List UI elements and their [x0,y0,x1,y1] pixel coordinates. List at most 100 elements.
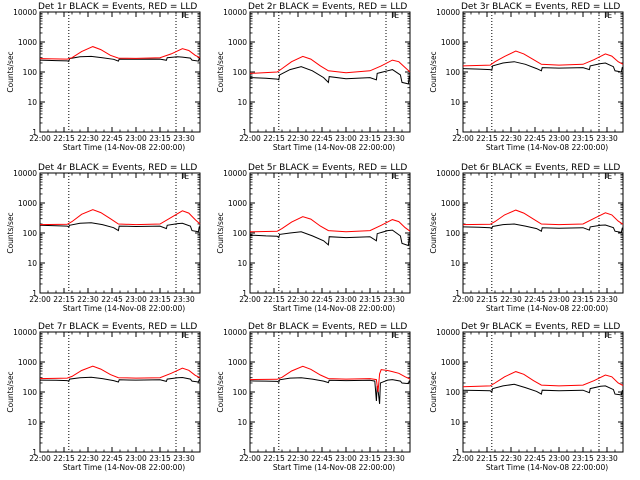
series-line-events [39,55,201,63]
series-line-lld [462,50,624,67]
x-tick-label: 22:45 [101,134,123,143]
x-axis-label: Start Time (14-Nov-08 22:00:00) [273,143,395,152]
y-tick-label: 10 [27,418,37,427]
x-tick-label: 22:30 [500,454,522,463]
panel-title: Det 7r BLACK = Events, RED = LLD [38,322,197,332]
x-tick-label: 23:00 [125,295,147,304]
y-tick-label: 100 [23,388,38,397]
panel-det-2: Det 2r BLACK = Events, RED = LLD 1 10 100 10… [216,2,411,152]
y-tick-label: 10 [27,259,37,268]
y-tick-label: 10 [450,98,460,107]
series-line-lld [39,46,201,60]
y-tick-label: 100 [23,68,38,77]
x-axis-label: Start Time (14-Nov-08 22:00:00) [63,304,185,313]
marker-label: E [607,331,612,340]
y-tick-label: 10000 [223,328,247,337]
marker-label: E [184,11,189,20]
panel-title: Det 6r BLACK = Events, RED = LLD [461,163,620,173]
marker-label: E [184,331,189,340]
y-tick-label: 1000 [441,199,460,208]
y-tick-label: 1 [242,448,247,457]
x-tick-label: 23:30 [173,454,195,463]
y-axis-label: Counts/sec [429,371,438,412]
panel-det-9: Det 9r BLACK = Events, RED = LLD 1 10 100 10… [429,322,624,472]
x-tick-label: 23:30 [173,134,195,143]
x-tick-label: 22:15 [263,454,285,463]
x-tick-label: 23:00 [335,454,357,463]
x-tick-label: 22:30 [287,454,309,463]
y-axis-label: Counts/sec [429,212,438,253]
x-tick-label: 22:30 [500,295,522,304]
marker-label: E [394,331,399,340]
y-tick-label: 10000 [13,169,37,178]
series-line-events [249,66,411,85]
x-tick-label: 22:00 [239,454,261,463]
x-tick-label: 22:30 [500,134,522,143]
y-tick-label: 100 [233,388,248,397]
x-tick-label: 23:15 [359,295,381,304]
x-tick-label: 23:15 [149,454,171,463]
x-tick-label: 22:00 [239,295,261,304]
x-tick-label: 22:15 [263,295,285,304]
x-tick-label: 22:45 [524,454,546,463]
y-tick-label: 100 [446,229,461,238]
y-tick-label: 1 [242,128,247,137]
x-tick-label: 23:30 [383,134,405,143]
x-tick-label: 22:15 [53,454,75,463]
series-line-lld [39,365,201,380]
panel-det-5: Det 5r BLACK = Events, RED = LLD 1 10 100 10… [216,163,411,313]
y-tick-label: 1000 [18,38,37,47]
x-tick-label: 22:30 [287,134,309,143]
x-tick-label: 22:30 [77,295,99,304]
x-tick-label: 23:30 [383,295,405,304]
x-tick-label: 23:30 [596,454,618,463]
x-tick-label: 22:00 [29,134,51,143]
y-axis-label: Counts/sec [6,371,15,412]
x-tick-label: 22:30 [77,454,99,463]
x-tick-label: 23:00 [548,454,570,463]
x-tick-label: 22:15 [263,134,285,143]
y-tick-label: 10000 [436,328,460,337]
marker-label: E [394,11,399,20]
y-tick-label: 1000 [228,38,247,47]
x-tick-label: 23:15 [149,295,171,304]
y-tick-label: 10 [450,418,460,427]
y-axis-label: Counts/sec [6,212,15,253]
x-tick-label: 23:30 [383,454,405,463]
y-tick-label: 1000 [18,199,37,208]
y-tick-label: 10 [237,418,247,427]
y-tick-label: 1 [455,289,460,298]
x-tick-label: 23:00 [125,454,147,463]
panel-title: Det 4r BLACK = Events, RED = LLD [38,163,197,173]
y-tick-label: 10000 [223,169,247,178]
y-tick-label: 100 [446,68,461,77]
x-axis-label: Start Time (14-Nov-08 22:00:00) [273,463,395,472]
y-tick-label: 10000 [13,8,37,17]
x-tick-label: 23:30 [596,295,618,304]
series-line-lld [462,371,624,388]
x-tick-label: 23:30 [596,134,618,143]
panel-det-7: Det 7r BLACK = Events, RED = LLD 1 10 100 10… [6,322,201,472]
x-tick-label: 22:45 [311,454,333,463]
y-tick-label: 10000 [223,8,247,17]
x-tick-label: 22:45 [311,295,333,304]
panel-title: Det 5r BLACK = Events, RED = LLD [248,163,407,173]
y-tick-label: 1000 [441,38,460,47]
x-tick-label: 22:00 [452,134,474,143]
x-tick-label: 22:30 [287,295,309,304]
series-line-events [462,383,624,396]
marker-label: E [607,11,612,20]
x-tick-label: 23:15 [572,134,594,143]
marker-label: E [184,172,189,181]
y-axis-label: Counts/sec [216,212,225,253]
y-tick-label: 1000 [441,358,460,367]
x-tick-label: 23:30 [173,295,195,304]
x-axis-label: Start Time (14-Nov-08 22:00:00) [63,463,185,472]
x-tick-label: 22:15 [476,454,498,463]
y-tick-label: 1000 [228,199,247,208]
x-tick-label: 22:45 [524,295,546,304]
panel-det-3: Det 3r BLACK = Events, RED = LLD 1 10 100 10… [429,2,624,152]
y-tick-label: 1000 [18,358,37,367]
y-tick-label: 10 [450,259,460,268]
